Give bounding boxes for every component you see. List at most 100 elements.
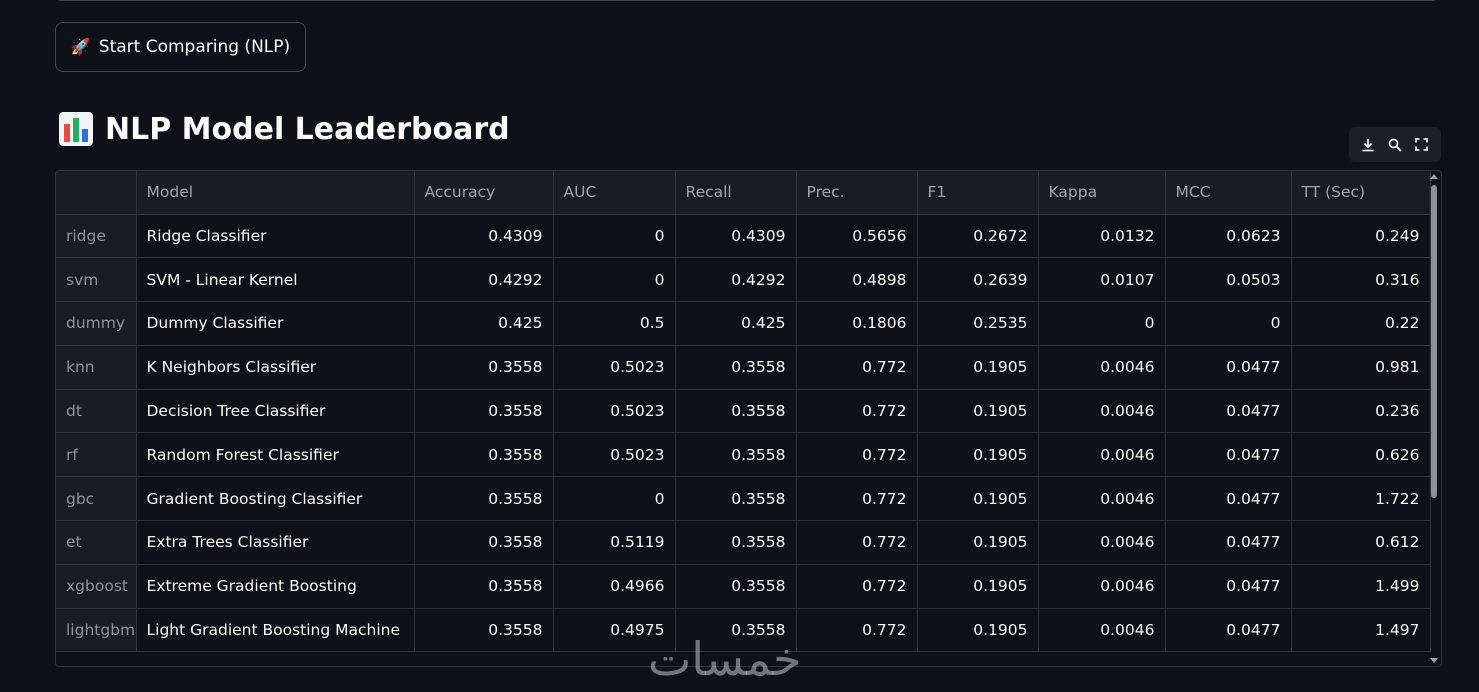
metric-cell[interactable]: 0.3558 xyxy=(414,564,554,609)
model-name-cell[interactable]: Light Gradient Boosting Machine xyxy=(136,608,415,653)
metric-cell[interactable]: 0.0046 xyxy=(1038,476,1166,522)
column-header[interactable]: Kappa xyxy=(1038,171,1166,215)
column-header[interactable]: MCC xyxy=(1165,171,1292,215)
metric-cell[interactable]: 0.1905 xyxy=(917,432,1039,478)
column-header[interactable]: AUC xyxy=(553,171,676,215)
metric-cell[interactable]: 0.236 xyxy=(1291,389,1431,434)
metric-cell[interactable]: 0.772 xyxy=(796,476,918,522)
metric-cell[interactable]: 0.5656 xyxy=(796,214,918,259)
metric-cell[interactable]: 0.981 xyxy=(1291,345,1431,390)
scrollbar-thumb[interactable] xyxy=(1431,185,1437,498)
model-name-cell[interactable]: Ridge Classifier xyxy=(136,214,415,259)
metric-cell[interactable]: 0.249 xyxy=(1291,214,1431,259)
metric-cell[interactable]: 0.4309 xyxy=(675,214,797,259)
metric-cell[interactable]: 0.626 xyxy=(1291,432,1431,478)
column-header[interactable]: Model xyxy=(136,171,415,215)
metric-cell[interactable]: 0.1905 xyxy=(917,564,1039,609)
metric-cell[interactable]: 0.2535 xyxy=(917,301,1039,346)
row-index-cell[interactable]: svm xyxy=(56,257,137,303)
metric-cell[interactable]: 0.0046 xyxy=(1038,432,1166,478)
table-row[interactable]: svm SVM - Linear Kernel 0.4292 0 0.4292 0.489… xyxy=(56,257,1431,303)
metric-cell[interactable]: 0.3558 xyxy=(675,432,797,478)
metric-cell[interactable]: 0.5023 xyxy=(553,389,676,434)
metric-cell[interactable]: 0.772 xyxy=(796,389,918,434)
scroll-down-arrow-icon[interactable] xyxy=(1430,658,1438,663)
metric-cell[interactable]: 0.0046 xyxy=(1038,608,1166,653)
metric-cell[interactable]: 0.3558 xyxy=(414,432,554,478)
row-index-cell[interactable]: dt xyxy=(56,389,137,434)
metric-cell[interactable]: 0.3558 xyxy=(414,345,554,390)
metric-cell[interactable]: 0.4309 xyxy=(414,214,554,259)
table-row[interactable]: dummy Dummy Classifier 0.425 0.5 0.425 0.1806… xyxy=(56,301,1431,346)
model-name-cell[interactable]: Extra Trees Classifier xyxy=(136,520,415,565)
table-row[interactable]: xgboost Extreme Gradient Boosting 0.3558 0.… xyxy=(56,564,1431,609)
metric-cell[interactable]: 0.0046 xyxy=(1038,389,1166,434)
row-index-cell[interactable]: lightgbm xyxy=(56,608,137,653)
table-row[interactable]: gbc Gradient Boosting Classifier 0.3558 0 0.… xyxy=(56,476,1431,522)
metric-cell[interactable]: 0.3558 xyxy=(675,345,797,390)
metric-cell[interactable]: 0.22 xyxy=(1291,301,1431,346)
vertical-scrollbar[interactable] xyxy=(1429,171,1439,666)
metric-cell[interactable]: 0.0503 xyxy=(1165,257,1292,303)
metric-cell[interactable]: 0.4975 xyxy=(553,608,676,653)
metric-cell[interactable]: 0.3558 xyxy=(675,564,797,609)
metric-cell[interactable]: 0.0477 xyxy=(1165,432,1292,478)
row-index-cell[interactable]: ridge xyxy=(56,214,137,259)
metric-cell[interactable]: 0.4898 xyxy=(796,257,918,303)
model-name-cell[interactable]: SVM - Linear Kernel xyxy=(136,257,415,303)
column-header[interactable]: Prec. xyxy=(796,171,918,215)
metric-cell[interactable]: 0.1905 xyxy=(917,520,1039,565)
metric-cell[interactable]: 0.772 xyxy=(796,345,918,390)
search-icon[interactable] xyxy=(1384,134,1406,156)
row-index-cell[interactable]: xgboost xyxy=(56,564,137,609)
metric-cell[interactable]: 0.3558 xyxy=(414,389,554,434)
model-name-cell[interactable]: K Neighbors Classifier xyxy=(136,345,415,390)
fullscreen-icon[interactable] xyxy=(1411,134,1433,156)
metric-cell[interactable]: 0.0477 xyxy=(1165,389,1292,434)
metric-cell[interactable]: 0.425 xyxy=(675,301,797,346)
metric-cell[interactable]: 0.5023 xyxy=(553,432,676,478)
table-row[interactable]: dt Decision Tree Classifier 0.3558 0.5023 0.… xyxy=(56,389,1431,434)
metric-cell[interactable]: 0 xyxy=(1165,301,1292,346)
row-index-cell[interactable]: gbc xyxy=(56,476,137,522)
metric-cell[interactable]: 0.772 xyxy=(796,608,918,653)
metric-cell[interactable]: 0.1905 xyxy=(917,476,1039,522)
table-row[interactable]: lightgbm Light Gradient Boosting Machine 0… xyxy=(56,608,1431,653)
metric-cell[interactable]: 0.5023 xyxy=(553,345,676,390)
model-name-cell[interactable]: Decision Tree Classifier xyxy=(136,389,415,434)
metric-cell[interactable]: 0.0046 xyxy=(1038,520,1166,565)
metric-cell[interactable]: 0.5 xyxy=(553,301,676,346)
metric-cell[interactable]: 0.4966 xyxy=(553,564,676,609)
metric-cell[interactable]: 0.316 xyxy=(1291,257,1431,303)
metric-cell[interactable]: 0.1905 xyxy=(917,345,1039,390)
metric-cell[interactable]: 0.425 xyxy=(414,301,554,346)
start-comparing-button[interactable]: 🚀 Start Comparing (NLP) xyxy=(55,22,306,72)
column-header[interactable]: Accuracy xyxy=(414,171,554,215)
row-index-cell[interactable]: rf xyxy=(56,432,137,478)
metric-cell[interactable]: 0.0046 xyxy=(1038,345,1166,390)
table-row[interactable]: ridge Ridge Classifier 0.4309 0 0.4309 0.5656… xyxy=(56,214,1431,259)
metric-cell[interactable]: 0 xyxy=(1038,301,1166,346)
metric-cell[interactable]: 0.0477 xyxy=(1165,520,1292,565)
metric-cell[interactable]: 0.2672 xyxy=(917,214,1039,259)
metric-cell[interactable]: 0.4292 xyxy=(675,257,797,303)
metric-cell[interactable]: 0.1905 xyxy=(917,608,1039,653)
model-name-cell[interactable]: Dummy Classifier xyxy=(136,301,415,346)
metric-cell[interactable]: 0.3558 xyxy=(675,476,797,522)
metric-cell[interactable]: 0.3558 xyxy=(414,520,554,565)
metric-cell[interactable]: 0.3558 xyxy=(414,608,554,653)
metric-cell[interactable]: 0.3558 xyxy=(675,608,797,653)
model-name-cell[interactable]: Extreme Gradient Boosting xyxy=(136,564,415,609)
row-index-cell[interactable]: et xyxy=(56,520,137,565)
metric-cell[interactable]: 0.3558 xyxy=(414,476,554,522)
metric-cell[interactable]: 0 xyxy=(553,257,676,303)
metric-cell[interactable]: 0.3558 xyxy=(675,389,797,434)
metric-cell[interactable]: 1.722 xyxy=(1291,476,1431,522)
metric-cell[interactable]: 0.772 xyxy=(796,520,918,565)
model-name-cell[interactable]: Gradient Boosting Classifier xyxy=(136,476,415,522)
row-index-cell[interactable]: knn xyxy=(56,345,137,390)
download-icon[interactable] xyxy=(1357,134,1379,156)
metric-cell[interactable]: 1.497 xyxy=(1291,608,1431,653)
metric-cell[interactable]: 0.0107 xyxy=(1038,257,1166,303)
metric-cell[interactable]: 0.3558 xyxy=(675,520,797,565)
